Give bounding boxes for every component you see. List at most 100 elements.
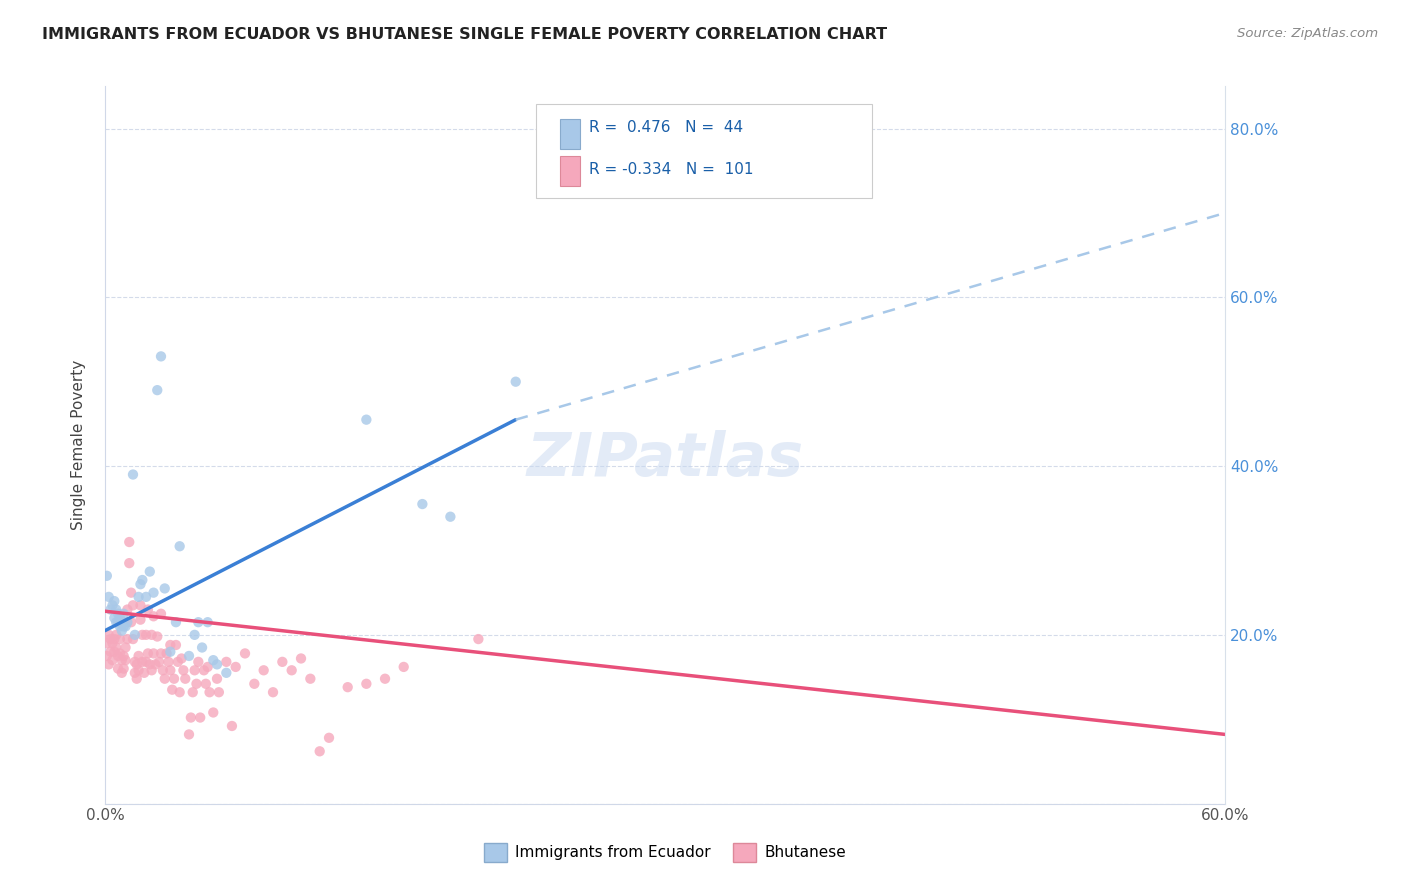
Point — [169, 685, 191, 699]
Point — [177, 727, 200, 741]
Point — [112, 648, 135, 663]
Point — [117, 632, 139, 646]
Point — [166, 655, 188, 669]
Legend: Immigrants from Ecuador, Bhutanese: Immigrants from Ecuador, Bhutanese — [478, 837, 852, 868]
Text: R = -0.334   N =  101: R = -0.334 N = 101 — [589, 162, 754, 178]
Point — [142, 585, 165, 599]
Point — [101, 599, 124, 613]
Point — [128, 663, 150, 677]
Point — [159, 663, 181, 677]
Point — [180, 710, 202, 724]
Point — [136, 602, 159, 616]
Point — [191, 640, 214, 655]
Point — [108, 647, 131, 661]
Point — [157, 655, 180, 669]
Point — [467, 632, 489, 646]
Point — [194, 677, 217, 691]
Point — [124, 665, 146, 680]
Point — [142, 647, 165, 661]
Point — [193, 663, 215, 677]
Point — [186, 677, 208, 691]
Point — [103, 632, 125, 646]
Point — [131, 628, 153, 642]
Point — [135, 590, 157, 604]
Point — [253, 663, 276, 677]
Point — [122, 467, 145, 482]
Point — [105, 640, 128, 655]
Point — [129, 613, 152, 627]
Point — [205, 672, 228, 686]
Point — [107, 662, 129, 676]
Point — [198, 685, 221, 699]
Point — [107, 615, 129, 630]
Point — [141, 628, 163, 642]
Point — [97, 590, 120, 604]
Point — [108, 619, 131, 633]
Point — [118, 556, 141, 570]
Point — [97, 628, 120, 642]
Point — [187, 615, 209, 630]
Point — [107, 648, 129, 663]
Point — [280, 663, 302, 677]
Point — [128, 648, 150, 663]
Point — [100, 632, 122, 646]
Text: IMMIGRANTS FROM ECUADOR VS BHUTANESE SINGLE FEMALE POVERTY CORRELATION CHART: IMMIGRANTS FROM ECUADOR VS BHUTANESE SIN… — [42, 27, 887, 42]
Point — [114, 640, 136, 655]
Point — [243, 677, 266, 691]
Point — [159, 645, 181, 659]
Point — [153, 672, 176, 686]
Point — [100, 645, 122, 659]
Point — [105, 615, 128, 630]
Point — [122, 632, 145, 646]
Point — [221, 719, 243, 733]
Text: ZIPatlas: ZIPatlas — [526, 430, 804, 489]
Point — [150, 647, 173, 661]
Point — [105, 602, 128, 616]
Point — [111, 624, 134, 638]
Point — [129, 599, 152, 613]
Point — [174, 672, 197, 686]
Point — [105, 628, 128, 642]
Point — [134, 665, 156, 680]
Point — [374, 672, 396, 686]
Point — [118, 535, 141, 549]
Point — [202, 706, 225, 720]
Point — [146, 630, 169, 644]
Point — [111, 665, 134, 680]
Point — [308, 744, 330, 758]
Point — [135, 655, 157, 669]
Point — [290, 651, 312, 665]
Point — [103, 645, 125, 659]
Point — [177, 648, 200, 663]
Point — [111, 615, 134, 630]
Text: Source: ZipAtlas.com: Source: ZipAtlas.com — [1237, 27, 1378, 40]
Point — [318, 731, 340, 745]
Point — [299, 672, 322, 686]
Point — [117, 615, 139, 630]
Point — [145, 657, 167, 672]
Point — [96, 636, 118, 650]
Point — [112, 607, 135, 621]
Point — [163, 672, 186, 686]
Point — [103, 611, 125, 625]
Point — [128, 590, 150, 604]
Point — [172, 663, 194, 677]
Point — [271, 655, 294, 669]
Point — [114, 619, 136, 633]
Point — [97, 657, 120, 672]
Point — [187, 655, 209, 669]
Point — [155, 647, 177, 661]
Point — [139, 565, 162, 579]
Point — [112, 619, 135, 633]
Point — [197, 615, 219, 630]
Point — [100, 602, 122, 616]
Point — [146, 383, 169, 397]
Point — [152, 663, 174, 677]
Point — [96, 568, 118, 582]
Point — [153, 582, 176, 596]
Point — [114, 653, 136, 667]
Point — [125, 657, 148, 672]
Point — [215, 665, 238, 680]
Point — [103, 594, 125, 608]
Point — [169, 539, 191, 553]
